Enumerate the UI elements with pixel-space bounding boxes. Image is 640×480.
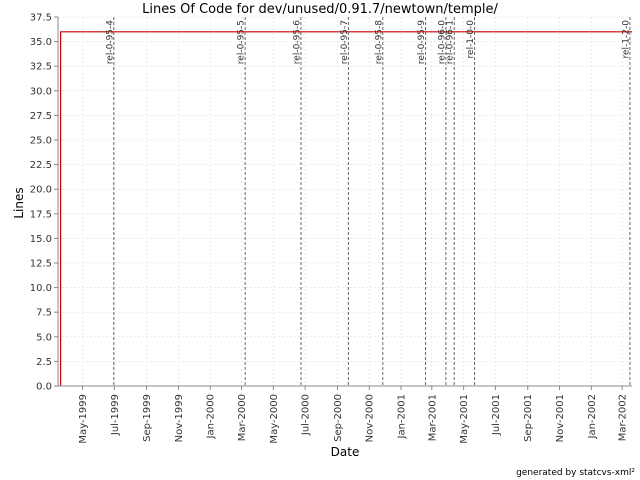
y-tick-label: 12.5 <box>30 259 52 270</box>
x-tick-label: Jan-2002 <box>587 394 598 439</box>
generator-credit: generated by statcvs-xml² <box>516 468 635 478</box>
chart-title: Lines Of Code for dev/unused/0.91.7/newt… <box>142 2 498 17</box>
y-tick-label: 2.5 <box>36 357 52 368</box>
release-marker-label: rel-0-95-5 <box>237 20 247 64</box>
y-tick-label: 15.0 <box>30 234 52 245</box>
x-tick-label: Nov-1999 <box>174 394 185 442</box>
x-tick-label: Mar-2002 <box>618 394 629 441</box>
release-marker-label: rel-0-95-9 <box>417 20 427 64</box>
x-tick-label: Jul-1999 <box>110 394 121 436</box>
y-tick-label: 22.5 <box>30 160 52 171</box>
x-tick-label: Mar-2001 <box>427 394 438 441</box>
x-tick-label: Sep-2000 <box>333 394 344 442</box>
x-tick-label: Nov-2001 <box>555 394 566 442</box>
y-tick-label: 7.5 <box>36 308 52 319</box>
release-marker-label: rel-0-95-8 <box>374 20 384 64</box>
y-tick-label: 20.0 <box>30 185 52 196</box>
release-marker-label: rel-0-96-1 <box>446 20 456 64</box>
release-marker-label: rel-1-0-0 <box>466 20 476 59</box>
y-tick-label: 0.0 <box>36 382 52 393</box>
release-marker-label: rel-0-95-7 <box>340 20 350 64</box>
plot-area <box>58 17 632 386</box>
y-tick-label: 32.5 <box>30 62 52 73</box>
x-tick-label: Jul-2001 <box>491 394 502 436</box>
x-tick-label: Jan-2000 <box>206 394 217 439</box>
y-tick-label: 5.0 <box>36 332 52 343</box>
x-tick-label: Jul-2000 <box>301 394 312 436</box>
x-tick-label: May-2000 <box>269 394 280 444</box>
y-tick-label: 30.0 <box>30 86 52 97</box>
x-tick-label: Sep-1999 <box>142 394 153 442</box>
x-tick-label: May-1999 <box>78 394 89 444</box>
y-axis-title: Lines <box>12 187 26 218</box>
y-tick-label: 37.5 <box>30 13 52 24</box>
x-tick-label: Mar-2000 <box>237 394 248 441</box>
release-marker-label: rel-0-96-0 <box>437 20 447 64</box>
y-tick-label: 27.5 <box>30 111 52 122</box>
release-marker-label: rel-0-95-4 <box>105 20 115 64</box>
y-tick-label: 25.0 <box>30 136 52 147</box>
y-tick-label: 35.0 <box>30 37 52 48</box>
y-tick-label: 10.0 <box>30 283 52 294</box>
x-tick-label: May-2001 <box>459 394 470 444</box>
x-axis-title: Date <box>331 445 360 459</box>
y-tick-label: 17.5 <box>30 209 52 220</box>
release-marker-label: rel-0-95-6 <box>292 20 302 64</box>
x-tick-label: Sep-2001 <box>523 394 534 442</box>
x-tick-label: Jan-2001 <box>397 394 408 439</box>
release-marker-label: rel-1-2-0 <box>621 20 631 59</box>
x-tick-label: Nov-2000 <box>365 394 376 442</box>
lines-of-code-series <box>59 31 632 386</box>
